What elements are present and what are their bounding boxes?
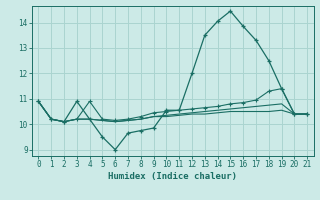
X-axis label: Humidex (Indice chaleur): Humidex (Indice chaleur) (108, 172, 237, 181)
